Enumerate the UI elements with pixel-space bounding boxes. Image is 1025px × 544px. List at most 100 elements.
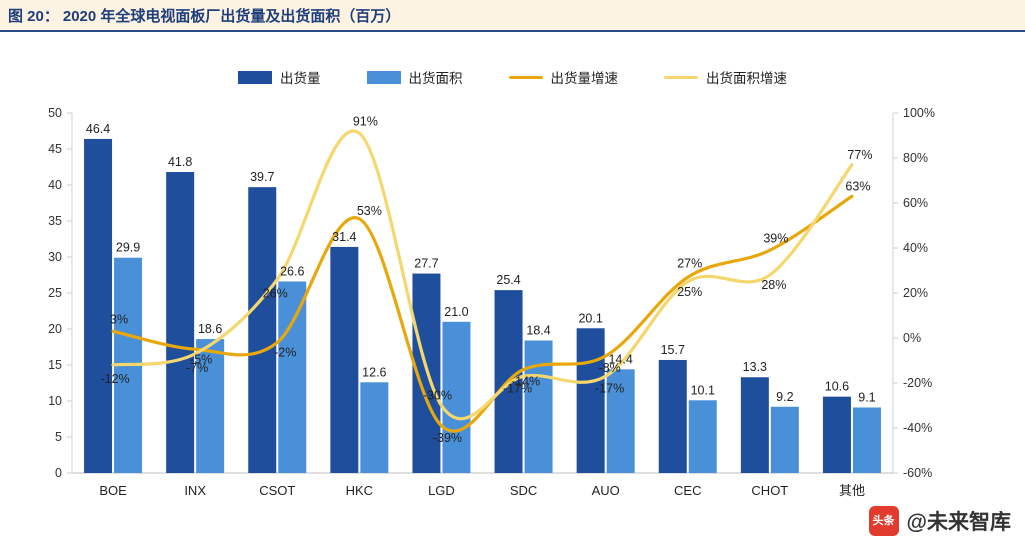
y-right-tick: -40% [903, 421, 932, 435]
bar-label-area: 18.6 [198, 322, 222, 336]
page-title: 2020 年全球电视面板厂出货量及出货面积（百万） [62, 7, 401, 25]
bar-label-shipments: 46.4 [86, 122, 110, 136]
y-left-tick: 25 [48, 286, 62, 300]
bar-shipments [740, 377, 769, 473]
line-label-shipment-growth: -39% [433, 431, 462, 445]
x-axis-label: LGD [428, 483, 455, 498]
y-axis-right-ticks: -60% -40% -20% 0% 20% 40% 60% 80% 100% [893, 106, 935, 480]
bar-label-area: 12.6 [362, 365, 386, 379]
bar-label-shipments: 31.4 [332, 230, 356, 244]
chart-plot-area: 0 5 10 15 20 25 30 35 40 45 50 -60% -40% -20% 0% 20% 40… [0, 95, 1025, 515]
bar-label-shipments: 25.4 [496, 273, 520, 287]
x-axis-label: CHOT [751, 483, 788, 498]
bar-label-area: 10.1 [691, 383, 715, 397]
line-area-growth [111, 129, 854, 421]
line-label-shipment-growth: -2% [274, 346, 296, 360]
y-left-tick: 50 [48, 106, 62, 120]
line-label-shipment-growth: 27% [677, 256, 702, 270]
watermark-text: @未来智库 [906, 511, 1011, 534]
bar-shipments [330, 246, 359, 473]
bar-area [196, 339, 225, 473]
bar-label-shipments: 41.8 [168, 155, 192, 169]
bar-area [770, 406, 799, 473]
y-left-tick: 30 [48, 250, 62, 264]
line-label-shipment-growth: -8% [599, 361, 621, 375]
y-right-tick: 20% [903, 286, 928, 300]
bar-shipments [248, 187, 277, 473]
legend-item-3[interactable]: 出货面积增速 [664, 67, 787, 87]
bar-area [360, 382, 389, 473]
legend-label-1: 出货面积 [408, 71, 463, 86]
y-right-tick: 40% [903, 241, 928, 255]
bar-shipments [822, 396, 851, 473]
y-right-tick: -60% [903, 466, 932, 480]
bar-label-area: 14.4 [608, 352, 632, 366]
legend-swatch-line-area-growth [664, 75, 698, 79]
line-shipment-growth [111, 194, 854, 433]
figure-title-bar: 图 20： 2020 年全球电视面板厂出货量及出货面积（百万） [0, 0, 1025, 32]
line-label-area-growth: -30% [423, 389, 452, 403]
bar-label-shipments: 20.1 [578, 311, 602, 325]
x-axis-label: BOE [99, 483, 127, 498]
line-label-area-growth: -17% [595, 381, 624, 395]
bar-label-area: 9.2 [776, 390, 793, 404]
x-axis-label: CSOT [259, 483, 295, 498]
bar-group [84, 138, 881, 474]
bar-label-area: 21.0 [444, 305, 468, 319]
y-left-tick: 40 [48, 178, 62, 192]
x-axis-category-labels: BOE INX CSOT HKC LGD SDC AUO CEC CHOT 其他 [99, 483, 865, 498]
bar-area [524, 340, 553, 473]
watermark: 头条 @未来智库 [868, 506, 1011, 536]
y-axis-left-ticks: 0 5 10 15 20 25 30 35 40 45 50 [48, 106, 72, 480]
line-label-shipment-growth: 3% [110, 312, 128, 326]
y-left-tick: 5 [55, 430, 62, 444]
y-left-tick: 15 [48, 358, 62, 372]
y-right-tick: 100% [903, 106, 935, 120]
line-label-area-growth: 77% [847, 148, 872, 162]
y-right-tick: 60% [903, 196, 928, 210]
bar-shipments [84, 138, 113, 474]
bar-shipments [166, 172, 195, 473]
legend-item-0[interactable]: 出货量 [238, 67, 321, 87]
line-label-shipment-growth: -14% [511, 375, 540, 389]
y-right-tick: -20% [903, 376, 932, 390]
legend-label-2: 出货量增速 [550, 71, 619, 86]
bar-label-area: 18.4 [526, 324, 550, 338]
bar-label-shipments: 10.6 [825, 380, 849, 394]
x-axis-label: CEC [674, 483, 701, 498]
y-left-tick: 45 [48, 142, 62, 156]
legend-label-0: 出货量 [280, 71, 321, 86]
line-label-area-growth: 25% [677, 285, 702, 299]
legend-swatch-bar-area [366, 70, 401, 84]
bar-label-area: 26.6 [280, 264, 304, 278]
legend-item-2[interactable]: 出货量增速 [508, 67, 619, 87]
chart-legend: 出货量 出货面积 出货量增速 出货面积增速 [0, 62, 1025, 92]
line-group [111, 129, 854, 433]
legend-swatch-line-shipment-growth [508, 75, 543, 79]
bar-data-labels: 46.4 29.9 41.8 18.6 39.7 26.6 31.4 12.6 27.7 21.0… [86, 122, 876, 405]
line-label-area-growth: 28% [761, 278, 786, 292]
bar-area [278, 281, 307, 473]
bar-area [442, 321, 471, 473]
x-axis-label: INX [184, 483, 206, 498]
bar-area [852, 407, 881, 473]
y-left-tick: 10 [48, 394, 62, 408]
bar-label-area: 9.1 [858, 390, 875, 404]
line-label-area-growth: 91% [353, 114, 378, 128]
x-axis-label: AUO [592, 483, 620, 498]
y-left-tick: 35 [48, 214, 62, 228]
y-right-tick: 0% [903, 331, 921, 345]
bar-shipments [658, 359, 687, 473]
line-label-area-growth: -7% [186, 361, 208, 375]
x-axis-label: 其他 [839, 483, 865, 498]
bar-label-shipments: 13.3 [743, 360, 767, 374]
legend-item-1[interactable]: 出货面积 [366, 67, 463, 87]
x-axis-label: SDC [510, 483, 537, 498]
line-label-shipment-growth: 53% [357, 204, 382, 218]
line-label-area-growth: 26% [263, 287, 288, 301]
line-label-shipment-growth: 63% [845, 179, 870, 193]
line-data-labels: 3% -5% -2% 53% -39% -14% -8% 27% 39% 63% -12% -7% 26… [100, 114, 872, 445]
bar-shipments [576, 328, 605, 473]
legend-label-3: 出货面积增速 [706, 71, 787, 86]
bar-area [606, 369, 635, 473]
